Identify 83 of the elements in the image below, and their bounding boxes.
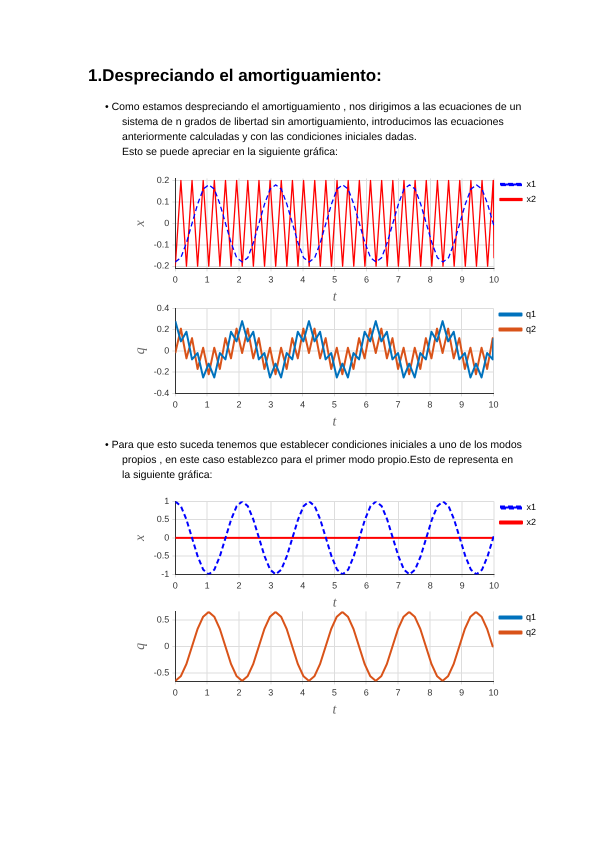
x-tick-label: 7 [396, 274, 401, 284]
x-tick-label: 10 [488, 274, 499, 284]
x-tick-label: 6 [364, 399, 369, 410]
y-tick-label: 0 [164, 218, 170, 228]
y-tick-label: 0.4 [156, 302, 170, 313]
x-tick-label: 1 [204, 580, 210, 590]
legend-label: x2 [526, 516, 536, 527]
x-tick-label: 0 [172, 687, 178, 698]
y-tick-label: -0.4 [154, 388, 170, 398]
x-axis-title: t [332, 702, 338, 718]
y-tick-label: 0.5 [156, 514, 170, 524]
y-tick-label: -0.1 [154, 239, 170, 250]
y-tick-label: -0.5 [154, 667, 170, 678]
legend-label: q2 [526, 626, 536, 637]
legend-label: q1 [526, 308, 536, 319]
x-tick-label: 9 [459, 687, 464, 698]
x-tick-label: 2 [236, 399, 242, 410]
legend-label: x1 [526, 502, 536, 512]
y-tick-label: -0.2 [154, 366, 170, 377]
y-tick-label: 0 [164, 345, 170, 356]
y-tick-label: -0.5 [154, 550, 170, 561]
y-tick-label: 0 [164, 532, 170, 542]
x-axis-title: t [332, 595, 338, 610]
x-tick-label: 8 [427, 399, 432, 410]
chart-title: 1.Despreciando el amortiguamiento: [88, 66, 383, 86]
x-axis-title: t [332, 414, 338, 430]
x-tick-label: 7 [396, 687, 401, 698]
text: • Para que esto suceda tenemos que establecer condiciones iniciales a uno de los modos propios , en este caso establezco para el primer modo propio.Esto de representa en la siguiente gráfica: [105, 438, 522, 483]
x-tick-label: 5 [332, 687, 337, 698]
x-tick-label: 1 [204, 687, 210, 698]
x-tick-label: 3 [268, 274, 274, 284]
y-tick-label: 0.2 [156, 175, 170, 186]
x-tick-label: 10 [488, 580, 499, 590]
x-tick-label: 2 [236, 687, 242, 698]
x-tick-label: 3 [268, 399, 274, 410]
legend-label: x2 [526, 194, 536, 204]
x-tick-label: 3 [268, 580, 274, 590]
x-tick-label: 7 [396, 399, 401, 410]
x-tick-label: 3 [268, 687, 274, 698]
x-tick-label: 9 [460, 580, 465, 590]
x-tick-label: 10 [488, 399, 498, 410]
text: Esto se puede apreciar en la siguiente gráfica: [122, 145, 339, 160]
x-tick-label: 0 [172, 580, 178, 590]
y-tick-label: 0 [164, 640, 170, 651]
x-tick-label: 8 [428, 274, 433, 284]
x-tick-label: 2 [236, 274, 242, 284]
x-tick-label: 4 [300, 687, 306, 698]
x-tick-label: 8 [428, 580, 433, 590]
x-tick-label: 0 [172, 399, 178, 410]
x-tick-label: 5 [332, 399, 337, 410]
x-tick-label: 5 [332, 274, 338, 284]
legend-label: x1 [526, 178, 536, 189]
y-axis-title: q [133, 347, 148, 354]
x-tick-label: 6 [364, 580, 370, 590]
x-tick-label: 4 [300, 274, 306, 284]
legend-label: q1 [526, 612, 536, 622]
x-tick-label: 10 [488, 687, 498, 698]
y-tick-label: 0.2 [156, 324, 170, 334]
y-axis-title: x [133, 534, 148, 542]
y-tick-label: 0.5 [156, 614, 170, 624]
x-tick-label: 7 [396, 580, 401, 590]
x-axis-title: t [332, 289, 338, 304]
line-series [175, 501, 494, 574]
y-tick-label: -0.2 [154, 260, 170, 271]
x-tick-label: 5 [332, 580, 338, 590]
x-tick-label: 6 [364, 687, 369, 698]
y-axis-title: x [133, 220, 148, 228]
x-tick-label: 2 [236, 580, 242, 590]
x-tick-label: 4 [300, 399, 306, 410]
x-tick-label: 9 [460, 274, 465, 284]
legend-label: q2 [526, 324, 536, 334]
y-tick-label: -1 [161, 568, 170, 579]
x-tick-label: 6 [364, 274, 370, 284]
x-tick-label: 1 [204, 399, 210, 410]
x-tick-label: 9 [459, 399, 464, 410]
y-axis-title: q [133, 642, 148, 650]
y-tick-label: 1 [164, 496, 170, 506]
x-tick-label: 8 [427, 687, 432, 698]
x-tick-label: 0 [172, 274, 178, 284]
x-tick-label: 4 [300, 580, 306, 590]
text: • Como estamos despreciando el amortiguamiento , nos dirigimos a las ecuaciones de un sistema de n grados de libertad sin amortiguamiento, introducimos las ecuaciones anteriormente calculadas y con las condiciones iniciales dadas. [105, 100, 522, 145]
y-tick-label: 0.1 [156, 196, 170, 206]
x-tick-label: 1 [204, 274, 210, 284]
